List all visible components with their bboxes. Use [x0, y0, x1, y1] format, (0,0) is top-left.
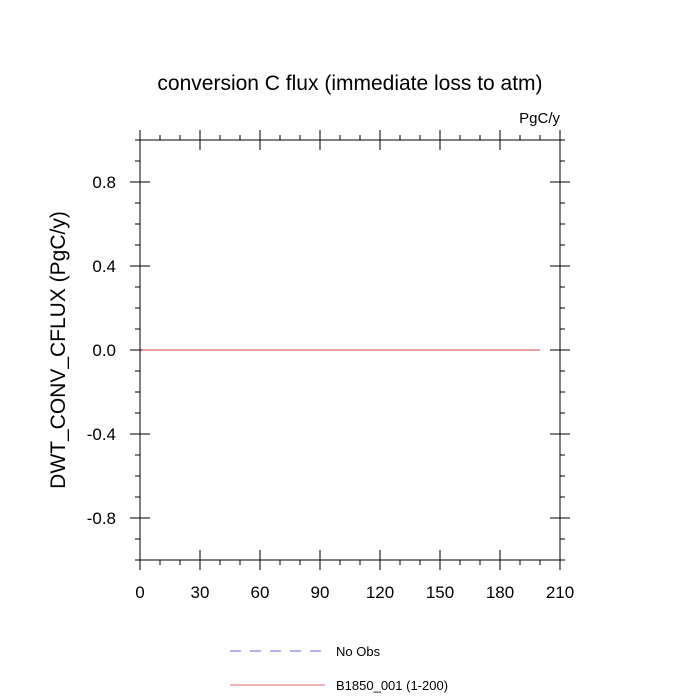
plot-frame: [139, 139, 561, 561]
y-tick-label: 0.8: [92, 173, 116, 192]
x-tick-label: 60: [251, 583, 270, 602]
chart-title: conversion C flux (immediate loss to atm…: [157, 72, 542, 95]
x-tick-label: 210: [546, 583, 574, 602]
x-tick-label: 90: [311, 583, 330, 602]
y-axis-label: DWT_CONV_CFLUX (PgC/y): [47, 211, 70, 489]
axis-tick-labels: 0 30 60 90 120 150 180 210 0.8 0.4 0.0 -0.4 -0.8: [87, 173, 574, 602]
y-tick-label: -0.8: [87, 509, 116, 528]
legend-label: No Obs: [336, 644, 381, 659]
x-tick-label: 30: [191, 583, 210, 602]
units-label: PgC/y: [519, 110, 560, 127]
legend: No Obs B1850_001 (1-200): [230, 644, 448, 693]
x-tick-label: 180: [486, 583, 514, 602]
legend-label: B1850_001 (1-200): [336, 678, 448, 693]
y-tick-label: 0.0: [92, 341, 116, 360]
y-tick-label: 0.4: [92, 257, 116, 276]
x-tick-label: 150: [426, 583, 454, 602]
x-tick-label: 0: [135, 583, 144, 602]
x-tick-label: 120: [366, 583, 394, 602]
y-tick-label: -0.4: [87, 425, 116, 444]
